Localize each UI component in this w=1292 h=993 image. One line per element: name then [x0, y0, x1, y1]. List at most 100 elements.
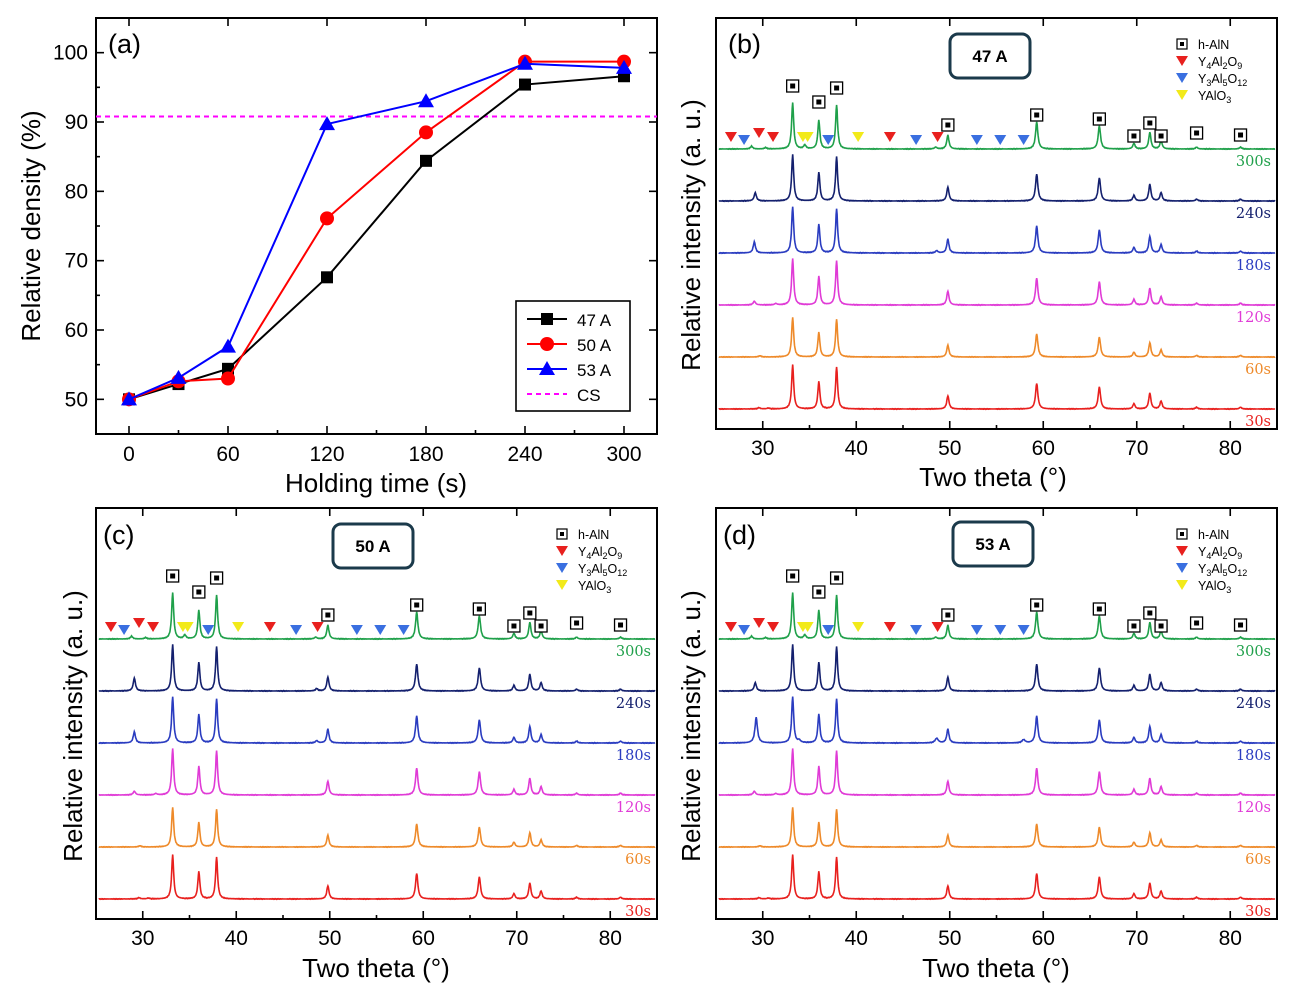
legend-label: 53 A [577, 361, 612, 380]
aln-peak-marker-center [1158, 623, 1164, 629]
panel-a-series [121, 54, 632, 407]
aln-peak-marker-center [790, 83, 796, 89]
legend-subscript: 2 [1222, 61, 1227, 71]
xrd-trace-120s [98, 748, 656, 797]
legend-text: Y [1198, 545, 1207, 559]
x-tick-label: 50 [938, 437, 961, 460]
legend-text: YAlO [1198, 89, 1227, 103]
aln-peak-marker-center [1158, 133, 1164, 139]
aln-peak-marker-center [1131, 623, 1137, 629]
y3al5o12-peak-marker [1017, 135, 1030, 145]
panel-b-xrd-chart: (b) 47 A 30 40 50 60 70 80 30s 60s 120s 180s 240s… [676, 17, 1278, 492]
aln-peak-marker-center [834, 85, 840, 91]
trace-time-label: 180s [616, 748, 651, 764]
panel-c-label: (c) [103, 520, 134, 550]
panel-d-phase-markers [724, 569, 1248, 635]
legend-text: O [1228, 55, 1238, 69]
y-tick-label: 100 [53, 42, 88, 65]
y-tick-label: 80 [65, 180, 88, 203]
data-point [519, 78, 531, 91]
aln-peak-marker-center [538, 623, 544, 629]
panel-c-xrd-chart: (c) 50 A 30 40 50 60 70 80 30s 60s 120s 180s 240s… [58, 507, 658, 983]
legend-subscript: 12 [617, 568, 627, 578]
data-point [321, 271, 333, 284]
y-tick-label: 60 [65, 319, 88, 342]
legend-label: CS [577, 386, 601, 405]
y4al2o9-peak-marker [104, 622, 117, 632]
panel-d-current-box [951, 520, 1035, 568]
aln-peak-marker-center [816, 99, 822, 105]
legend-subscript: 5 [1222, 568, 1227, 578]
y-tick-label: 50 [65, 388, 88, 411]
x-tick-label: 40 [845, 927, 868, 950]
x-tick-label: 80 [599, 927, 622, 950]
aln-peak-marker-center [834, 575, 840, 581]
legend-subscript: 3 [586, 568, 591, 578]
data-point [420, 154, 432, 167]
data-point [616, 59, 632, 74]
aln-peak-marker-center [214, 575, 220, 581]
xrd-trace-30s [718, 854, 1276, 901]
x-tick-label: 80 [1219, 927, 1242, 950]
data-point [517, 55, 533, 70]
legend-subscript: 12 [1237, 568, 1247, 578]
y4al2o9-peak-marker [133, 618, 146, 628]
x-tick-label: 30 [751, 927, 774, 950]
trace-time-label: 240s [1236, 696, 1271, 712]
legend-text: Al [1211, 545, 1222, 559]
trace-time-label: 60s [1245, 852, 1271, 868]
panel-b-label: (b) [728, 29, 761, 59]
legend-marker [540, 337, 554, 351]
legend-subscript: 3 [1206, 568, 1211, 578]
aln-peak-marker-center [1147, 610, 1153, 616]
trace-time-label: 30s [1245, 414, 1271, 430]
legend-text: Y [1198, 55, 1207, 69]
legend-subscript: 9 [617, 551, 622, 561]
panel-c-x-axis-label: Two theta (°) [302, 953, 450, 983]
x-tick-label: 0 [123, 443, 135, 466]
legend-text: Y [1198, 72, 1207, 86]
trace-time-label: 120s [1236, 800, 1271, 816]
aln-peak-marker-center [790, 573, 796, 579]
panel-a-label: (a) [108, 29, 141, 59]
legend-phase-marker [1176, 90, 1188, 100]
y-tick-label: 90 [65, 111, 88, 134]
legend-subscript: 2 [602, 551, 607, 561]
y3al5o12-peak-marker [822, 625, 835, 635]
trace-time-label: 300s [1236, 154, 1271, 170]
panel-b-current-box [948, 32, 1032, 80]
xrd-trace-300s [718, 102, 1276, 151]
legend-text: Al [1211, 55, 1222, 69]
x-tick-label: 180 [408, 443, 443, 466]
panel-b-phase-markers [724, 79, 1248, 145]
x-tick-label: 120 [309, 443, 344, 466]
legend-phase-label: YAlO3 [1198, 89, 1231, 105]
y4al2o9-peak-marker [883, 622, 896, 632]
legend-subscript: 3 [1206, 78, 1211, 88]
aln-peak-marker-center [618, 622, 624, 628]
aln-peak-marker-center [196, 589, 202, 595]
panel-b-axes: 30 40 50 60 70 80 [751, 18, 1242, 460]
legend-text: Al [1211, 562, 1222, 576]
legend-marker [539, 361, 555, 375]
legend-phase-label: Y3Al5O12 [1198, 562, 1247, 578]
xrd-trace-300s [98, 592, 656, 641]
legend-subscript: 5 [602, 568, 607, 578]
y4al2o9-peak-marker [883, 132, 896, 142]
yalo3-peak-marker [801, 132, 814, 142]
xrd-trace-30s [98, 854, 656, 901]
y3al5o12-peak-marker [738, 135, 751, 145]
trace-time-label: 300s [616, 644, 651, 660]
x-tick-label: 70 [1125, 437, 1148, 460]
trace-time-label: 30s [625, 904, 651, 920]
trace-time-label: 120s [616, 800, 651, 816]
legend-subscript: 9 [1237, 551, 1242, 561]
panel-c-current-box [331, 522, 415, 570]
yalo3-peak-marker [852, 622, 865, 632]
panel-d-y-axis-label: Relative intensity (a. u.) [676, 590, 706, 862]
y3al5o12-peak-marker [397, 625, 410, 635]
x-tick-label: 30 [751, 437, 774, 460]
panel-a-legend: 47 A 50 A 53 A CS [515, 300, 631, 412]
aln-peak-marker-center [1096, 606, 1102, 612]
